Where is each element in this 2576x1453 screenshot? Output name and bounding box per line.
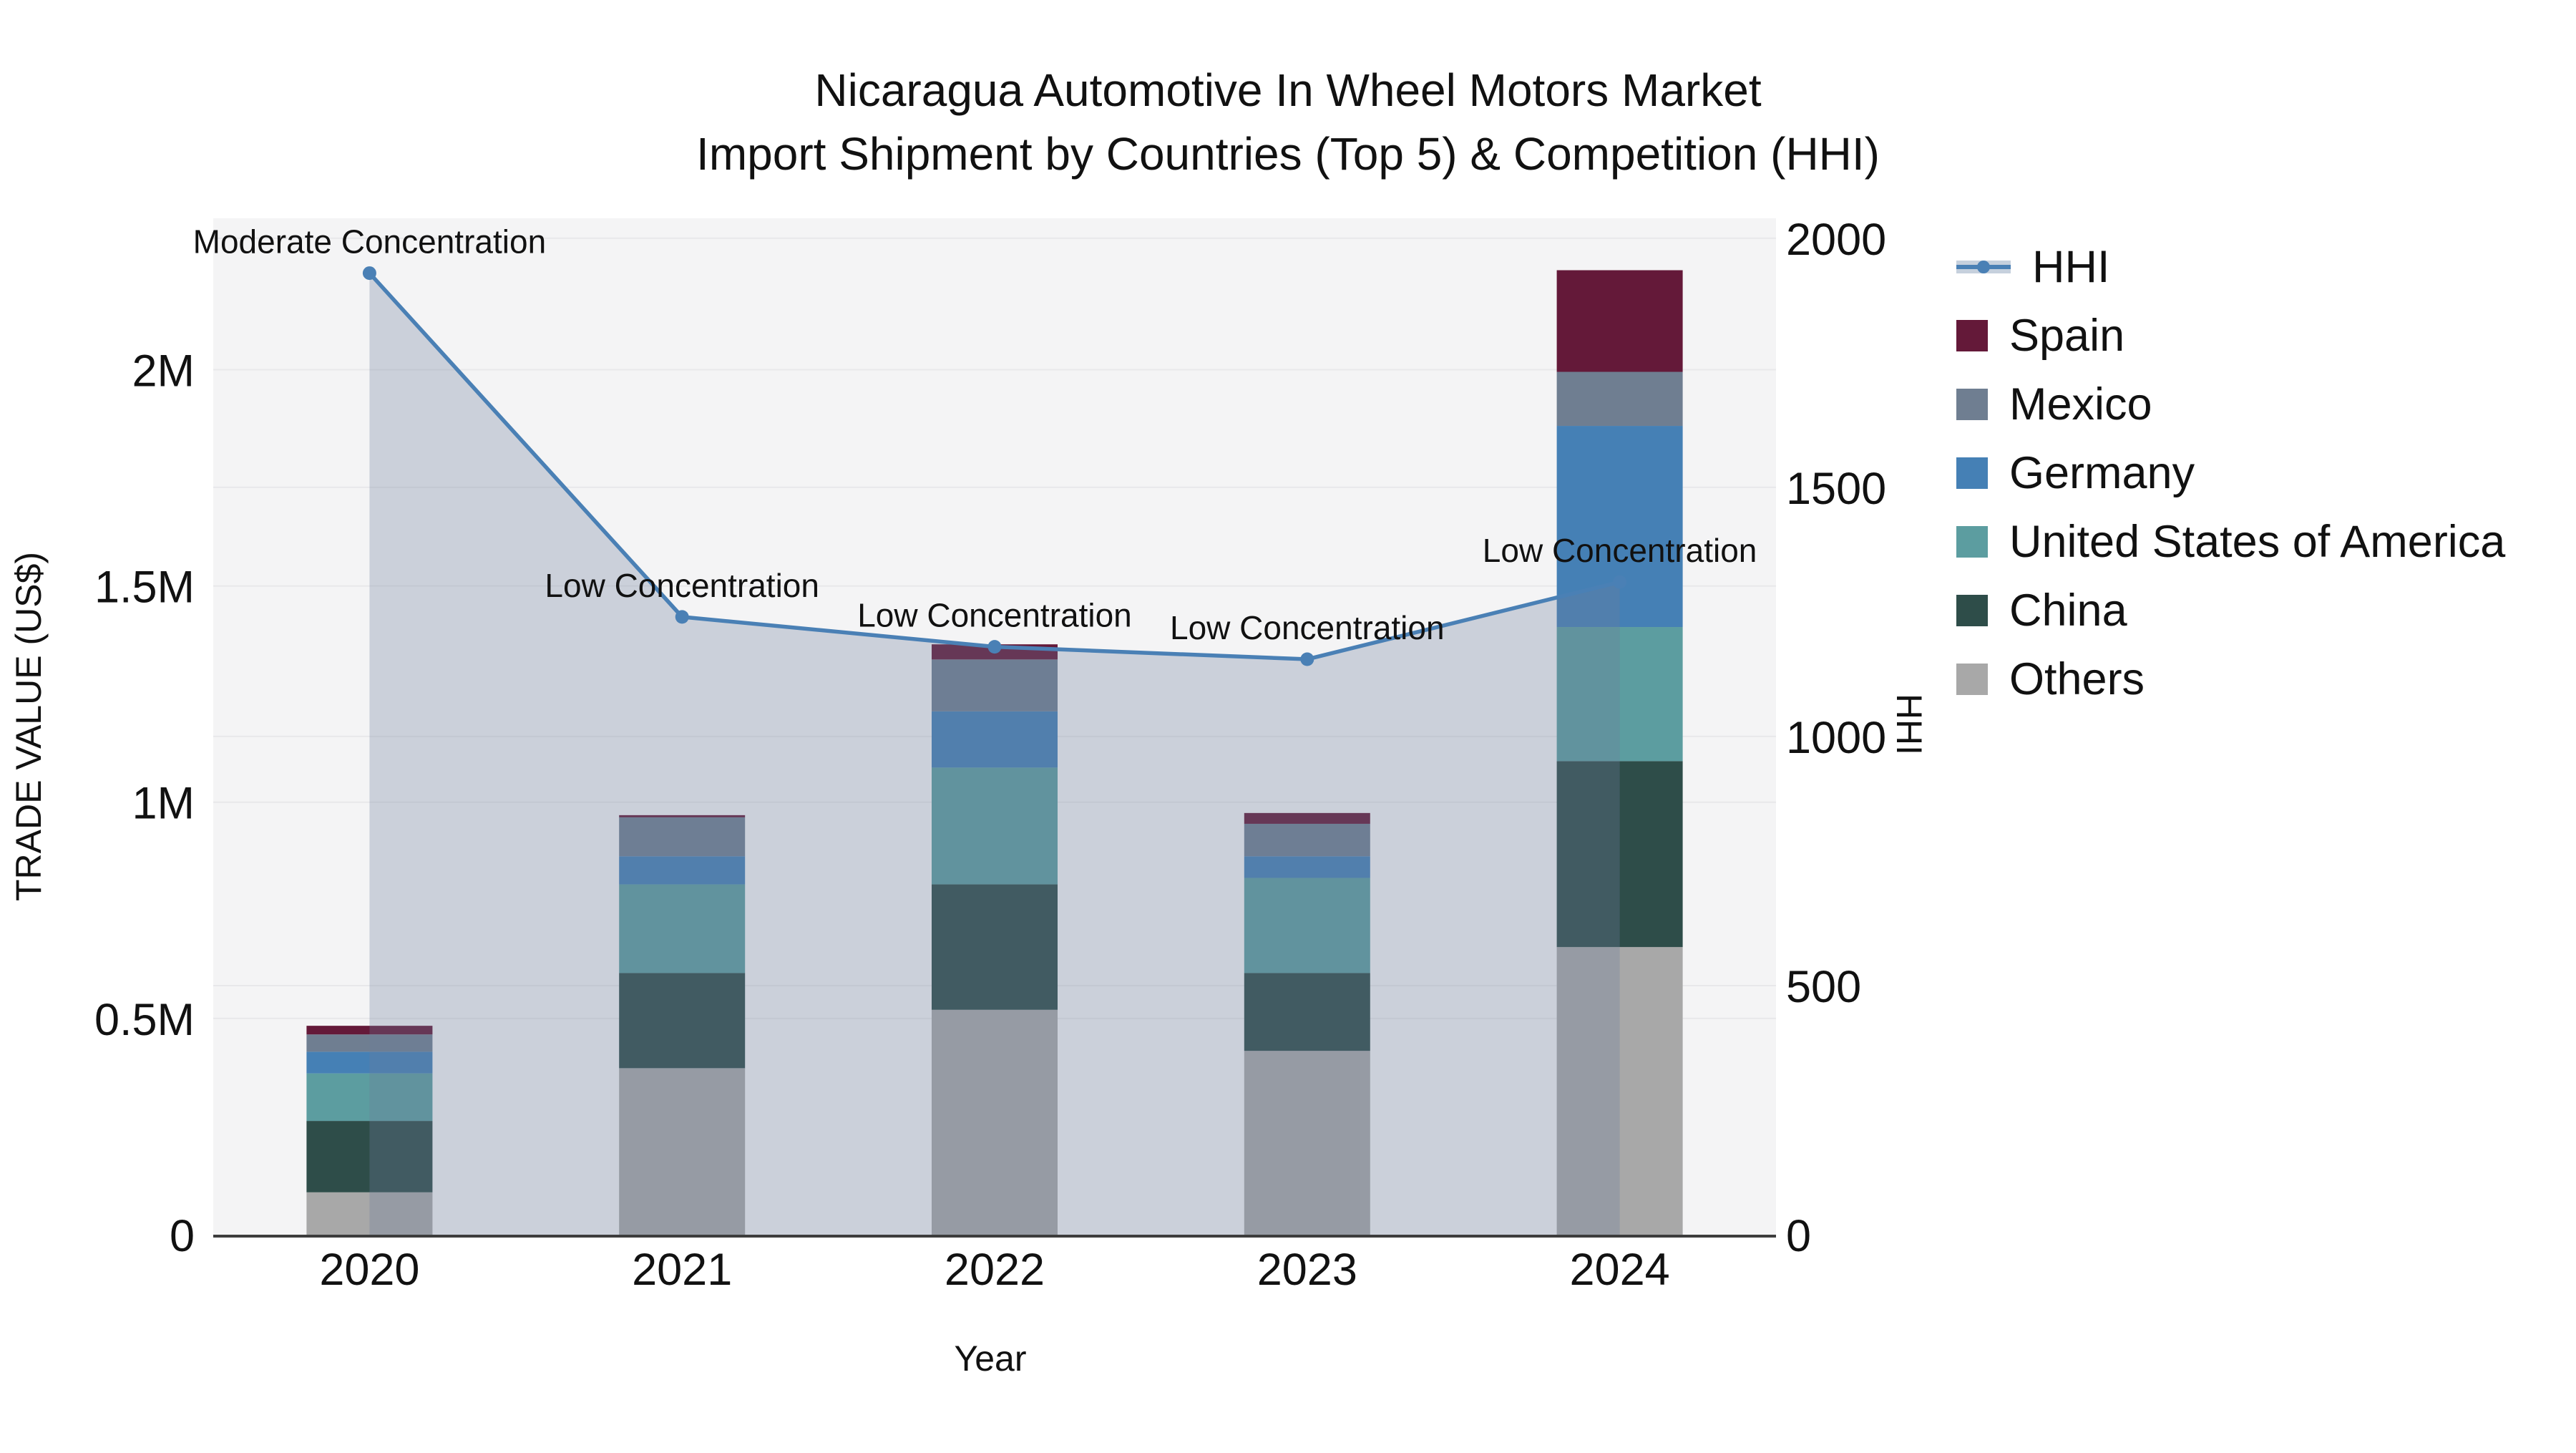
chart-title: Nicaragua Automotive In Wheel Motors Mar… (0, 59, 2576, 186)
china-swatch-icon (1956, 595, 1988, 626)
bar-segment-china-2023[interactable] (1244, 973, 1370, 1051)
legend-label: Mexico (2009, 379, 2152, 429)
hhi-marker-2021[interactable] (675, 610, 689, 624)
y-right-axis-title: HHI (1889, 693, 1929, 756)
legend-label: United States of America (2009, 517, 2506, 567)
bar-segment-spain-2024[interactable] (1556, 270, 1683, 372)
germany-swatch-icon (1956, 457, 1988, 489)
bar-segment-others-2023[interactable] (1244, 1051, 1370, 1235)
hhi-marker-2024[interactable] (1613, 575, 1627, 589)
y-left-axis-title: TRADE VALUE (US$) (9, 551, 49, 902)
y-right-tick-500: 500 (1786, 962, 1861, 1012)
bar-segment-mexico-2021[interactable] (619, 817, 746, 857)
legend-item-mexico[interactable]: Mexico (1956, 370, 2505, 439)
y-left-tick-0: 0 (170, 1211, 195, 1261)
annotation-2024: Low Concentration (1483, 532, 1757, 569)
y-right-tick-1500: 1500 (1786, 464, 1886, 514)
bar-segment-germany-2023[interactable] (1244, 856, 1370, 878)
bar-segment-usa-2022[interactable] (932, 767, 1058, 885)
bar-segment-others-2021[interactable] (619, 1068, 746, 1235)
bar-segment-spain-2023[interactable] (1244, 812, 1370, 824)
bar-segment-others-2022[interactable] (932, 1009, 1058, 1235)
y-right-tick-1000: 1000 (1786, 713, 1886, 763)
bar-segment-mexico-2022[interactable] (932, 659, 1058, 711)
annotation-2022: Low Concentration (857, 597, 1132, 634)
y-left-tick-0.5M: 0.5M (94, 995, 195, 1045)
x-axis-title: Year (954, 1338, 1027, 1379)
usa-swatch-icon (1956, 526, 1988, 558)
legend-item-germany[interactable]: Germany (1956, 439, 2505, 507)
bar-segment-others-2024[interactable] (1556, 947, 1683, 1235)
bar-segment-germany-2021[interactable] (619, 856, 746, 885)
bar-segment-usa-2024[interactable] (1556, 627, 1683, 762)
legend-label: Spain (2009, 311, 2125, 361)
bar-segment-china-2024[interactable] (1556, 761, 1683, 948)
hhi-marker-2020[interactable] (362, 266, 376, 281)
legend-item-spain[interactable]: Spain (1956, 301, 2505, 370)
legend: HHI Spain Mexico Germany United States o… (1956, 233, 2505, 714)
bar-segment-china-2021[interactable] (619, 973, 746, 1069)
bar-segment-usa-2021[interactable] (619, 884, 746, 973)
legend-label: China (2009, 585, 2127, 636)
bar-segment-mexico-2024[interactable] (1556, 371, 1683, 427)
x-tick-2024: 2024 (1570, 1245, 1670, 1295)
bar-segment-germany-2020[interactable] (306, 1051, 433, 1074)
legend-item-others[interactable]: Others (1956, 645, 2505, 714)
others-swatch-icon (1956, 664, 1988, 695)
y-left-tick-2M: 2M (132, 346, 195, 396)
annotation-2020: Moderate Concentration (193, 223, 547, 261)
legend-label: HHI (2032, 242, 2110, 292)
legend-label: Germany (2009, 448, 2195, 498)
legend-label: Others (2009, 654, 2145, 704)
chart-title-line1: Nicaragua Automotive In Wheel Motors Mar… (814, 64, 1762, 116)
annotation-2021: Low Concentration (545, 567, 819, 604)
bar-segment-usa-2023[interactable] (1244, 878, 1370, 973)
hhi-marker-2023[interactable] (1300, 652, 1314, 666)
hhi-marker-2022[interactable] (987, 640, 1002, 654)
bar-segment-china-2022[interactable] (932, 884, 1058, 1010)
y-left-tick-1.5M: 1.5M (94, 563, 195, 613)
bar-segment-usa-2020[interactable] (306, 1073, 433, 1122)
x-tick-2022: 2022 (945, 1245, 1045, 1295)
x-tick-2021: 2021 (632, 1245, 732, 1295)
spain-swatch-icon (1956, 320, 1988, 351)
hhi-area-fill (369, 273, 1620, 1235)
hhi-line-swatch-icon (1956, 251, 2011, 283)
bar-segment-spain-2020[interactable] (306, 1026, 433, 1035)
chart-title-line2: Import Shipment by Countries (Top 5) & C… (696, 128, 1880, 180)
x-tick-2020: 2020 (319, 1245, 419, 1295)
bar-segment-spain-2021[interactable] (619, 815, 746, 817)
bar-segment-others-2020[interactable] (306, 1192, 433, 1235)
x-tick-2023: 2023 (1257, 1245, 1357, 1295)
mexico-swatch-icon (1956, 389, 1988, 420)
bar-segment-mexico-2023[interactable] (1244, 823, 1370, 857)
bar-segment-mexico-2020[interactable] (306, 1034, 433, 1052)
y-left-tick-1M: 1M (132, 779, 195, 829)
legend-item-china[interactable]: China (1956, 576, 2505, 645)
legend-item-hhi[interactable]: HHI (1956, 233, 2505, 301)
annotation-2023: Low Concentration (1170, 609, 1445, 646)
bar-segment-germany-2022[interactable] (932, 711, 1058, 768)
y-right-tick-0: 0 (1786, 1211, 1811, 1261)
legend-item-usa[interactable]: United States of America (1956, 507, 2505, 576)
y-right-tick-2000: 2000 (1786, 215, 1886, 265)
bar-segment-china-2020[interactable] (306, 1121, 433, 1192)
